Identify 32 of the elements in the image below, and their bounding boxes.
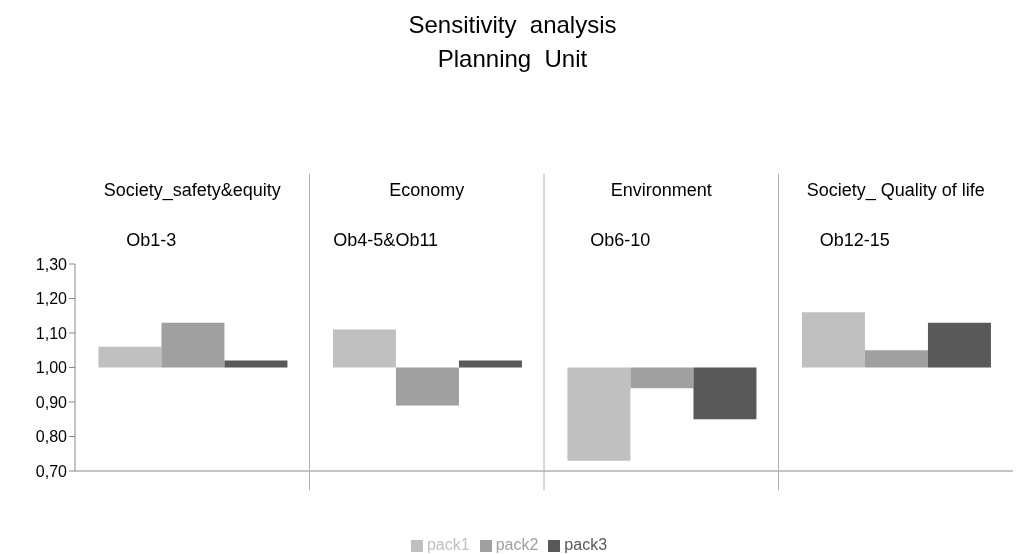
bar [927,322,991,368]
y-tick-label: 1,30 [35,255,68,273]
y-tick-label: 0,90 [35,393,68,411]
bar [458,360,522,368]
x-tick-label: Environment [609,180,713,201]
y-tick-label: 1,00 [35,359,68,377]
text: Ob6-10 [589,230,652,251]
bar [161,322,225,368]
bar [801,312,865,368]
y-tick-label: 1,20 [35,290,68,308]
bar [332,329,396,368]
bar [98,346,162,368]
y-tick-label: 0,80 [35,428,68,446]
legend-label: pack1 [426,536,470,553]
x-tick-label: Society_ Quality of life [805,180,986,201]
legend-label: pack2 [495,536,539,553]
chart-title: Sensitivity analysis [407,10,618,40]
x-tick-label: Economy [388,180,466,201]
bar [395,367,459,406]
legend-label: pack3 [564,536,608,553]
y-tick-label: 0,70 [35,462,68,480]
bar [567,367,631,461]
y-tick-label: 1,10 [35,324,68,342]
bar [630,367,694,389]
chart-subtitle: Planning Unit [436,44,589,74]
bar [224,360,288,368]
bar [864,350,928,368]
text: Ob4-5&Ob11 [332,230,440,251]
x-tick-label: Society_safety&equity [102,180,282,201]
bar [693,367,757,420]
text: Ob1-3 [125,230,178,251]
text: Ob12-15 [818,230,891,251]
